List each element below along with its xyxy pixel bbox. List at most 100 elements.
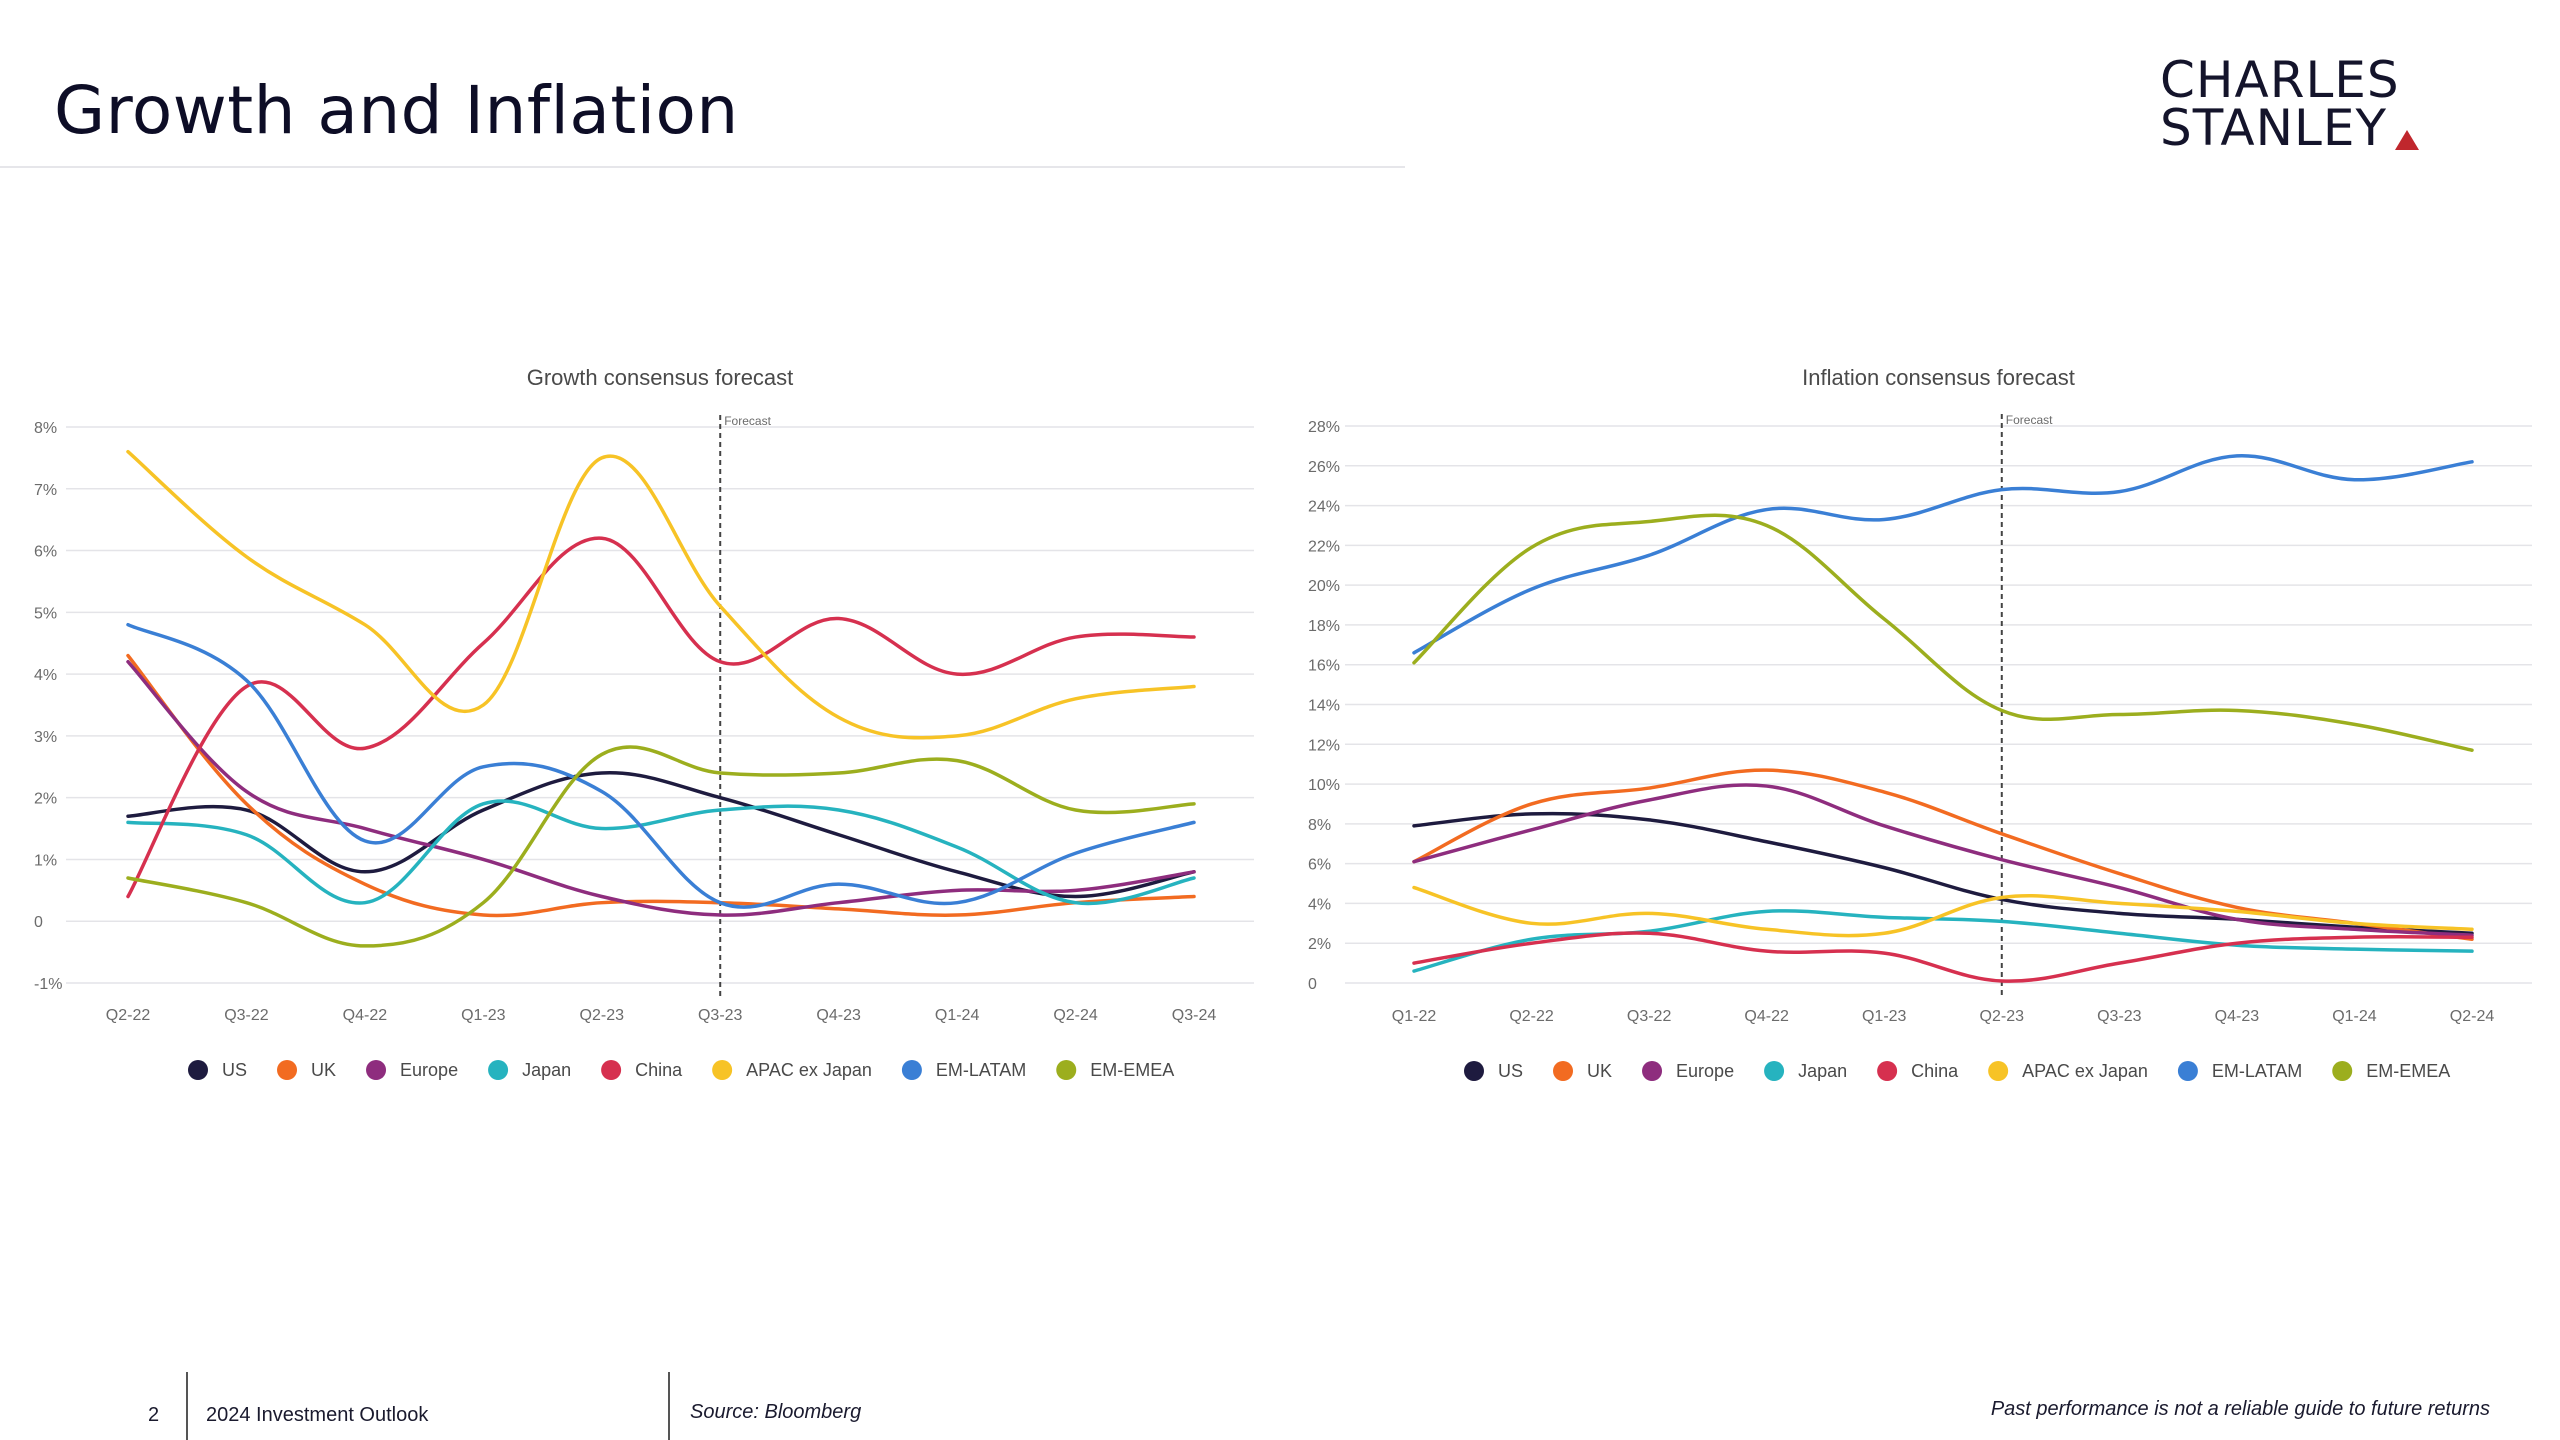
- y-tick-label: 12%: [1308, 737, 1340, 754]
- series-line-china: [1412, 931, 2474, 983]
- y-tick-label: 22%: [1308, 538, 1340, 555]
- footer-divider-1: [186, 1372, 188, 1440]
- y-tick-label: 0: [34, 914, 43, 931]
- x-tick-label: Q4-22: [1744, 1008, 1789, 1025]
- y-tick-label: 2%: [34, 791, 57, 808]
- y-tick-label: 14%: [1308, 698, 1340, 715]
- y-tick-label: 26%: [1308, 459, 1340, 476]
- legend-marker-em-emea: [2332, 1061, 2353, 1081]
- legend-label-uk: UK: [1587, 1061, 1612, 1081]
- legend-label-apac-ex-japan: APAC ex Japan: [746, 1060, 872, 1080]
- series-line-em-emea: [126, 745, 1196, 948]
- x-tick-label: Q3-24: [1172, 1007, 1217, 1024]
- legend-marker-em-latam: [901, 1060, 922, 1080]
- x-tick-label: Q4-22: [343, 1007, 388, 1024]
- legend-label-china: China: [635, 1060, 683, 1080]
- legend-marker-europe: [1642, 1061, 1663, 1081]
- document-title: 2024 Investment Outlook: [206, 1404, 429, 1426]
- series-line-europe: [126, 660, 1196, 917]
- disclaimer: Past performance is not a reliable guide…: [1990, 1398, 2490, 1420]
- legend-label-china: China: [1911, 1061, 1959, 1081]
- logo-line-2-text: STANLEY: [2160, 99, 2387, 157]
- y-tick-label: 24%: [1308, 499, 1340, 516]
- logo-line-1: CHARLES: [2160, 51, 2400, 109]
- x-tick-label: Q1-23: [461, 1007, 506, 1024]
- series-line-apac-ex-japan: [1412, 885, 2474, 938]
- x-tick-label: Q2-23: [1980, 1008, 2025, 1025]
- y-tick-label: 28%: [1308, 419, 1340, 436]
- chart-title: Inflation consensus forecast: [1802, 365, 2075, 390]
- x-tick-label: Q3-23: [698, 1007, 743, 1024]
- source-note: Source: Bloomberg: [690, 1401, 862, 1423]
- legend-label-japan: Japan: [1798, 1061, 1847, 1081]
- series-line-europe: [1412, 783, 2474, 938]
- x-tick-label: Q2-24: [2450, 1008, 2495, 1025]
- y-tick-label: 2%: [1308, 936, 1331, 953]
- legend-marker-china: [1877, 1061, 1898, 1081]
- y-tick-label: 7%: [34, 482, 57, 499]
- y-tick-label: 20%: [1308, 578, 1340, 595]
- series-line-apac-ex-japan: [126, 449, 1196, 740]
- legend-marker-japan: [1764, 1061, 1785, 1081]
- legend-marker-uk: [1553, 1061, 1574, 1081]
- legend-label-em-latam: EM-LATAM: [936, 1060, 1026, 1080]
- x-tick-label: Q4-23: [816, 1007, 861, 1024]
- x-tick-label: Q1-24: [2332, 1008, 2377, 1025]
- legend-marker-us: [1464, 1061, 1484, 1081]
- x-tick-label: Q3-22: [224, 1007, 269, 1024]
- y-tick-label: 6%: [1308, 857, 1331, 874]
- legend-label-apac-ex-japan: APAC ex Japan: [2022, 1061, 2148, 1081]
- legend-marker-em-emea: [1056, 1060, 1077, 1080]
- page-number: 2: [148, 1404, 160, 1426]
- y-tick-label: -1%: [34, 976, 62, 993]
- legend-label-europe: Europe: [1676, 1061, 1734, 1081]
- chart-legend: US UK Europe Japan China APAC ex Japan EM-LATA…: [188, 1060, 1174, 1080]
- legend-marker-us: [188, 1060, 208, 1080]
- page-title: Growth and Inflation: [54, 72, 739, 149]
- legend-marker-em-latam: [2177, 1061, 2198, 1081]
- legend-marker-apac-ex-japan: [712, 1060, 733, 1080]
- x-tick-label: Q2-23: [580, 1007, 625, 1024]
- y-tick-label: 8%: [34, 420, 57, 437]
- y-tick-label: 4%: [34, 667, 57, 684]
- y-tick-label: 18%: [1308, 618, 1340, 635]
- legend-label-us: US: [1498, 1061, 1523, 1081]
- y-tick-label: 3%: [34, 729, 57, 746]
- y-tick-label: 10%: [1308, 777, 1340, 794]
- legend-label-europe: Europe: [400, 1060, 458, 1080]
- y-tick-label: 0: [1308, 976, 1317, 993]
- x-tick-label: Q1-23: [1862, 1008, 1907, 1025]
- legend-label-em-latam: EM-LATAM: [2212, 1061, 2302, 1081]
- legend-marker-apac-ex-japan: [1988, 1061, 2009, 1081]
- legend-marker-europe: [366, 1060, 387, 1080]
- x-tick-label: Q2-22: [1509, 1008, 1554, 1025]
- chart-legend: US UK Europe Japan China APAC ex Japan EM-LATA…: [1464, 1061, 2450, 1081]
- series-line-china: [126, 536, 1196, 899]
- x-tick-label: Q1-22: [1392, 1008, 1437, 1025]
- legend-label-us: US: [222, 1060, 247, 1080]
- logo-triangle-icon: [2395, 130, 2419, 150]
- charles-stanley-logo: CHARLES STANLEY: [2160, 51, 2420, 153]
- y-tick-label: 16%: [1308, 658, 1340, 675]
- y-tick-label: 4%: [1308, 896, 1331, 913]
- logo-line-2: STANLEY: [2160, 103, 2420, 153]
- x-tick-label: Q1-24: [935, 1007, 980, 1024]
- y-tick-label: 8%: [1308, 817, 1331, 834]
- forecast-label: Forecast: [724, 414, 771, 428]
- legend-label-em-emea: EM-EMEA: [1090, 1060, 1174, 1080]
- y-tick-label: 6%: [34, 544, 57, 561]
- legend-marker-china: [601, 1060, 622, 1080]
- footer-divider-2: [668, 1372, 670, 1440]
- legend-marker-uk: [277, 1060, 298, 1080]
- legend-label-uk: UK: [311, 1060, 336, 1080]
- x-tick-label: Q2-24: [1053, 1007, 1098, 1024]
- series-line-em-latam: [1412, 454, 2474, 655]
- x-tick-label: Q2-22: [106, 1007, 151, 1024]
- legend-marker-japan: [488, 1060, 509, 1080]
- y-tick-label: 5%: [34, 605, 57, 622]
- series-line-em-latam: [126, 622, 1196, 909]
- series-line-us: [126, 771, 1196, 899]
- legend-label-japan: Japan: [522, 1060, 571, 1080]
